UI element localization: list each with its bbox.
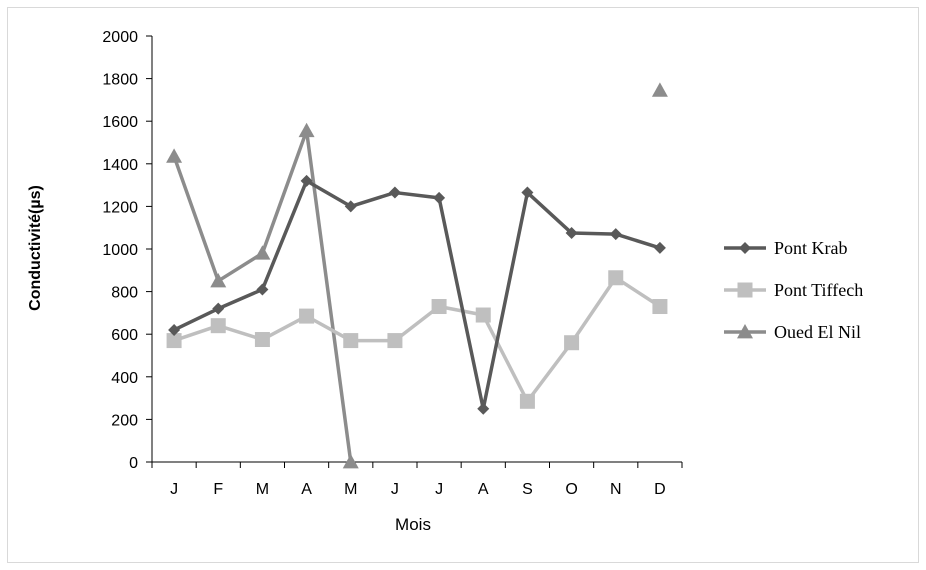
x-axis-title: Mois (395, 515, 431, 534)
x-tick-label: S (522, 481, 533, 498)
data-point (166, 148, 183, 163)
series-pont-tiffech (166, 270, 668, 409)
legend-item: Pont Krab (724, 238, 848, 258)
data-point (166, 333, 182, 349)
data-point (299, 308, 315, 324)
data-point (519, 393, 535, 409)
x-tick-label: N (610, 481, 622, 498)
x-tick-label: J (170, 481, 178, 498)
y-tick-label: 1000 (102, 242, 138, 259)
data-point (212, 302, 225, 315)
data-point (298, 122, 315, 138)
x-tick-label: A (478, 481, 489, 498)
x-tick-label: J (391, 481, 399, 498)
data-point (343, 333, 359, 349)
y-tick-label: 800 (111, 285, 138, 302)
data-point (477, 402, 490, 415)
y-tick-label: 1200 (102, 199, 138, 216)
y-tick-label: 600 (111, 327, 138, 344)
series-layer (166, 82, 668, 469)
series-pont-krab (168, 174, 666, 415)
data-point (342, 454, 359, 469)
data-point (565, 227, 578, 240)
data-point (475, 307, 491, 323)
data-point (168, 323, 181, 336)
x-tick-label: M (344, 481, 357, 498)
data-point (609, 228, 622, 241)
data-point (210, 318, 226, 334)
legend-marker (737, 282, 753, 298)
legend-marker (739, 242, 751, 254)
legend-label: Pont Tiffech (774, 280, 863, 300)
series-line (172, 129, 353, 463)
data-point (652, 299, 668, 315)
series-line (173, 179, 661, 411)
y-tick-label: 1600 (102, 114, 138, 131)
axes: 0 200 400 600 800 1000 1200 1400 1600 1800 2000 J F M… (102, 29, 683, 498)
data-point (256, 283, 269, 296)
data-point (608, 270, 624, 286)
x-tick-label: M (256, 481, 269, 498)
x-tick-label: A (301, 481, 312, 498)
y-tick-label: 0 (129, 455, 138, 472)
y-axis-title: Conductivité(µs) (27, 185, 44, 311)
x-tick-label: J (435, 481, 443, 498)
data-point (254, 332, 270, 348)
data-point (433, 191, 446, 204)
legend-marker (737, 324, 753, 339)
legend-item: Oued El Nil (724, 322, 861, 342)
data-point (564, 335, 580, 351)
data-point (254, 245, 271, 260)
legend: Pont Krab Pont Tiffech Oued El Nil (724, 238, 863, 342)
data-point (653, 241, 666, 254)
y-tick-label: 1800 (102, 72, 138, 89)
data-point (431, 299, 447, 315)
y-tick-label: 400 (111, 370, 138, 387)
data-point (300, 174, 313, 187)
y-tick-label: 2000 (102, 29, 138, 46)
legend-item: Pont Tiffech (724, 280, 863, 300)
y-tick-label: 200 (111, 412, 138, 429)
data-point (344, 200, 357, 213)
y-tick-label: 1400 (102, 157, 138, 174)
chart-frame (7, 7, 919, 563)
data-point (651, 82, 668, 97)
x-tick-label: O (565, 481, 577, 498)
x-tick-label: F (213, 481, 223, 498)
legend-label: Oued El Nil (774, 322, 861, 342)
series-oued-el-nil (166, 82, 668, 469)
data-point (387, 333, 403, 349)
data-point (521, 186, 534, 199)
data-point (210, 272, 227, 288)
x-tick-label: D (654, 481, 666, 498)
data-point (388, 186, 401, 199)
legend-label: Pont Krab (774, 238, 848, 258)
